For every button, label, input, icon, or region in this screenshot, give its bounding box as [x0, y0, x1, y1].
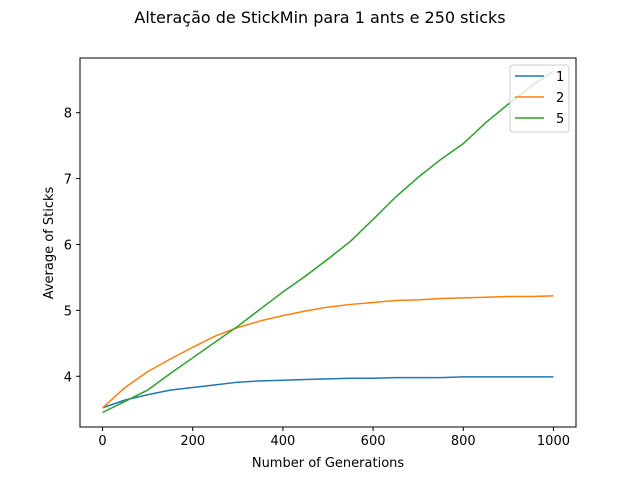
series-line-2 [102, 295, 554, 409]
y-tick-label: 6 [64, 238, 72, 253]
series-line-5 [102, 70, 554, 414]
x-tick-label: 1000 [537, 434, 570, 449]
legend-label: 2 [556, 91, 564, 106]
x-axis-label: Number of Generations [252, 456, 405, 471]
legend-label: 5 [556, 112, 564, 127]
x-tick-label: 200 [180, 434, 205, 449]
y-tick-label: 7 [64, 173, 72, 188]
legend: 1 2 5 [509, 64, 570, 133]
x-tick-label: 0 [98, 434, 106, 449]
plot-area-frame [79, 57, 577, 428]
y-tick-label: 4 [64, 370, 72, 385]
series-lines [102, 70, 554, 414]
y-axis-ticks: 4 5 6 7 8 [64, 107, 80, 385]
x-tick-label: 400 [270, 434, 295, 449]
legend-label: 1 [556, 70, 564, 85]
y-axis-label: Average of Sticks [42, 186, 57, 299]
y-tick-label: 5 [64, 304, 72, 319]
legend-box [509, 64, 570, 133]
x-tick-label: 600 [361, 434, 386, 449]
x-tick-label: 800 [451, 434, 476, 449]
x-axis-ticks: 0 200 400 600 800 1000 [98, 427, 570, 449]
chart-title: Alteração de StickMin para 1 ants e 250 … [134, 8, 505, 27]
y-tick-label: 8 [64, 107, 72, 122]
series-line-1 [102, 376, 554, 409]
